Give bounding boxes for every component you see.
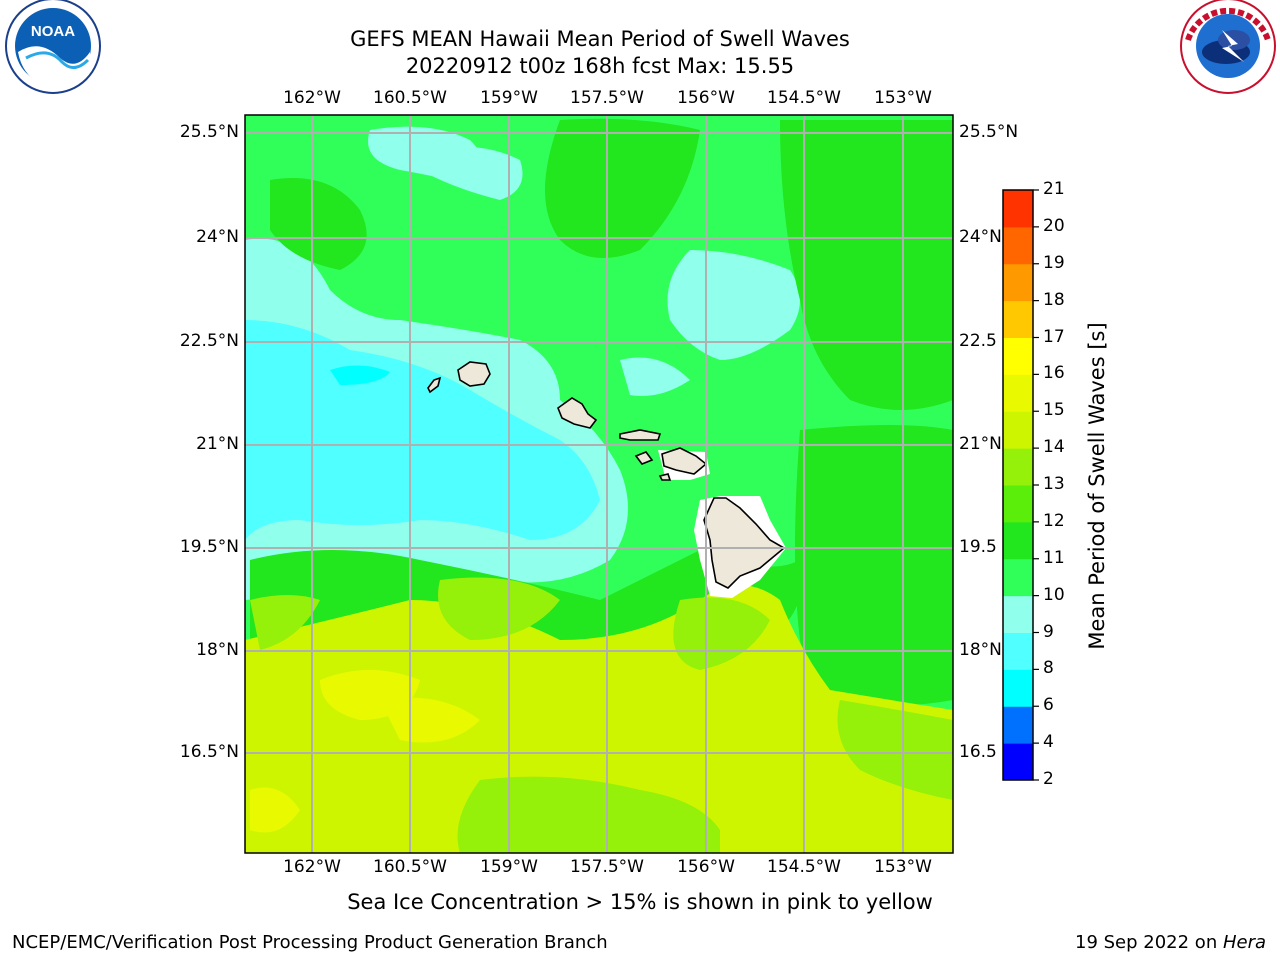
hawaiian-islands	[427, 361, 786, 589]
colorbar-band	[1003, 190, 1033, 228]
lat-label-left: 22.5°N	[179, 331, 239, 351]
footer-date-text: 19 Sep 2022 on	[1075, 932, 1223, 953]
colorbar-tick-label: 12	[1043, 510, 1065, 531]
lon-label-top: 156°W	[677, 88, 735, 108]
colorbar-tick-label: 16	[1043, 363, 1065, 384]
lon-label-bottom: 162°W	[283, 857, 341, 877]
chart-subtitle: 20220912 t00z 168h fcst Max: 15.55	[405, 54, 795, 78]
lat-label-right: 21°N	[959, 434, 1002, 454]
map-gridlines	[245, 115, 953, 853]
colorbar-band	[1003, 632, 1033, 670]
chart-title: GEFS MEAN Hawaii Mean Period of Swell Wa…	[350, 27, 850, 51]
lon-label-top: 162°W	[283, 88, 341, 108]
colorbar-tick-label: 2	[1043, 769, 1054, 789]
lon-label-bottom: 160.5°W	[373, 857, 447, 877]
colorbar-band	[1003, 374, 1033, 412]
footer-date: 19 Sep 2022 on Hera	[1075, 932, 1266, 953]
colorbar-label: Mean Period of Swell Waves [s]	[1085, 322, 1109, 650]
lon-label-bottom: 156°W	[677, 857, 735, 877]
colorbar-tick-label: 19	[1043, 252, 1065, 273]
lat-label-left: 21°N	[196, 434, 239, 454]
lat-label-right: 18°N	[959, 640, 1002, 660]
footer-branch: NCEP/EMC/Verification Post Processing Pr…	[12, 932, 608, 953]
colorbar-band	[1003, 485, 1033, 523]
colorbar-tick-label: 21	[1043, 179, 1065, 199]
colorbar-band	[1003, 226, 1033, 265]
colorbar-band	[1003, 263, 1033, 302]
colorbar-band	[1003, 595, 1033, 633]
island-lanai	[634, 451, 654, 465]
lon-label-top: 160.5°W	[373, 88, 447, 108]
lat-label-left: 19.5°N	[179, 537, 239, 557]
lon-label-top: 153°W	[874, 88, 932, 108]
island-molokai	[619, 429, 662, 441]
nws-logo-icon	[1180, 0, 1276, 94]
colorbar-tick-label: 6	[1043, 695, 1054, 716]
colorbar-band	[1003, 521, 1033, 560]
lon-label-bottom: 153°W	[874, 857, 932, 877]
lat-label-right: 24°N	[959, 227, 1002, 247]
map-frame	[244, 114, 954, 854]
lat-label-left: 24°N	[196, 227, 239, 247]
lat-label-left: 25.5°N	[179, 122, 239, 142]
colorbar-band	[1003, 337, 1033, 375]
noaa-logo-icon: NOAA	[5, 0, 101, 94]
lat-label-left: 18°N	[196, 640, 239, 660]
lon-label-bottom: 154.5°W	[767, 857, 841, 877]
colorbar-tick-label: 8	[1043, 658, 1054, 679]
colorbar-tick-label: 14	[1043, 437, 1065, 458]
sea-ice-caption: Sea Ice Concentration > 15% is shown in …	[347, 890, 933, 914]
colorbar-tick-label: 15	[1043, 400, 1065, 421]
lat-label-right: 16.5	[959, 742, 997, 762]
colorbar-band	[1003, 669, 1033, 707]
colorbar-band	[1003, 411, 1033, 449]
island-hawaii	[703, 497, 786, 589]
colorbar-band	[1003, 300, 1033, 338]
colorbar-band	[1003, 448, 1033, 486]
island-oahu	[557, 397, 598, 429]
lon-label-top: 159°W	[480, 88, 538, 108]
colorbar-tick-label: 20	[1043, 215, 1065, 236]
colorbar	[1002, 189, 1039, 781]
lon-label-top: 157.5°W	[570, 88, 644, 108]
island-kahoolawe	[658, 473, 672, 481]
island-maui	[661, 447, 708, 475]
colorbar-tick-label: 9	[1043, 621, 1054, 642]
colorbar-tick-label: 18	[1043, 289, 1065, 310]
island-niihau	[427, 376, 442, 394]
colorbar-tick-label: 13	[1043, 474, 1065, 494]
lon-label-bottom: 157.5°W	[570, 857, 644, 877]
lon-label-top: 154.5°W	[767, 88, 841, 108]
island-kauai	[457, 361, 491, 387]
colorbar-tick-label: 4	[1043, 732, 1054, 753]
colorbar-tick-label: 10	[1043, 584, 1065, 605]
swell-period-field	[245, 115, 953, 853]
colorbar-band	[1003, 558, 1033, 597]
colorbar-band	[1003, 706, 1033, 744]
noaa-logo-text: NOAA	[31, 23, 75, 40]
lat-label-right: 25.5°N	[959, 122, 1019, 142]
lon-label-bottom: 159°W	[480, 857, 538, 877]
colorbar-tick-label: 11	[1043, 547, 1065, 568]
colorbar-tick-label: 17	[1043, 326, 1065, 347]
colorbar-band	[1003, 743, 1033, 781]
lat-label-right: 22.5	[959, 331, 997, 351]
lat-label-right: 19.5	[959, 537, 997, 557]
footer-machine: Hera	[1222, 932, 1266, 953]
lat-label-left: 16.5°N	[179, 742, 239, 762]
